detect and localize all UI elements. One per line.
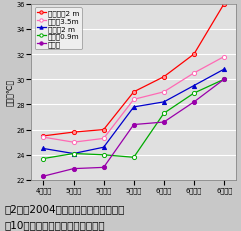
高軍高0.9m — [223, 79, 226, 81]
高軍高2 m — [193, 85, 195, 88]
Legend: 普通軍高2 m, 高軍高3.5m, 高軍高2 m, 高軍高0.9m, 外気温: 普通軍高2 m, 高軍高3.5m, 高軍高2 m, 高軍高0.9m, 外気温 — [35, 8, 82, 50]
高軍高3.5m — [102, 137, 105, 140]
外気温 — [162, 121, 165, 124]
外気温 — [132, 124, 135, 126]
普通軍高2 m — [102, 129, 105, 131]
普通軍高2 m — [162, 76, 165, 79]
高軍高3.5m — [223, 56, 226, 59]
Line: 高軍高2 m: 高軍高2 m — [41, 68, 226, 156]
高軍高0.9m — [162, 112, 165, 115]
Line: 高軍高0.9m: 高軍高0.9m — [41, 78, 226, 161]
高軍高3.5m — [162, 91, 165, 94]
普通軍高2 m — [132, 91, 135, 94]
外気温 — [72, 167, 75, 170]
高軍高3.5m — [132, 99, 135, 101]
Line: 高軍高3.5m: 高軍高3.5m — [41, 55, 226, 145]
高軍高2 m — [102, 146, 105, 149]
高軍高0.9m — [42, 158, 45, 160]
高軍高3.5m — [72, 141, 75, 144]
外気温 — [193, 101, 195, 104]
高軍高0.9m — [193, 92, 195, 95]
普通軍高2 m — [193, 53, 195, 56]
高軍高2 m — [132, 106, 135, 109]
普通軍高2 m — [223, 3, 226, 6]
外気温 — [223, 79, 226, 81]
外気温 — [102, 166, 105, 169]
普通軍高2 m — [42, 135, 45, 138]
高軍高0.9m — [132, 156, 135, 159]
高軍高2 m — [162, 101, 165, 104]
高軍高3.5m — [42, 136, 45, 139]
Line: 外気温: 外気温 — [41, 78, 226, 179]
高軍高2 m — [223, 68, 226, 71]
高軍高2 m — [42, 147, 45, 150]
高軍高0.9m — [102, 154, 105, 156]
Line: 普通軍高2 m: 普通軍高2 m — [41, 3, 226, 138]
普通軍高2 m — [72, 131, 75, 134]
Y-axis label: 気温（℃）: 気温（℃） — [6, 79, 15, 106]
Text: の10日毎の最高気温の平均の変化: の10日毎の最高気温の平均の変化 — [5, 219, 106, 229]
高軍高2 m — [72, 152, 75, 155]
高軍高0.9m — [72, 152, 75, 155]
外気温 — [42, 175, 45, 178]
高軍高3.5m — [193, 72, 195, 75]
Text: 図2　　2004年度の４月から６月まで: 図2 2004年度の４月から６月まで — [5, 203, 125, 213]
